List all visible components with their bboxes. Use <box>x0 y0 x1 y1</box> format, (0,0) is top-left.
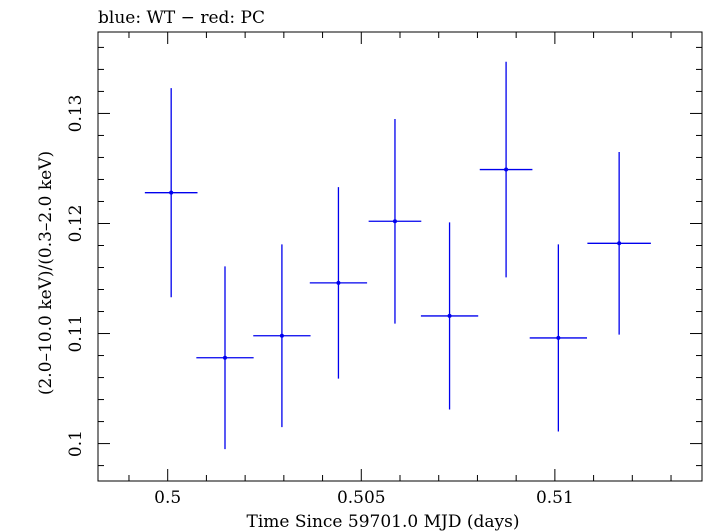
point-marker <box>222 355 227 360</box>
point-marker <box>336 280 341 285</box>
plot-frame <box>97 31 703 482</box>
x-tick-label: 0.505 <box>337 488 386 508</box>
x-axis-label: Time Since 59701.0 MJD (days) <box>247 512 520 532</box>
data-point <box>479 61 533 278</box>
y-tick-label: 0.1 <box>66 430 86 457</box>
data-point <box>253 244 311 428</box>
point-marker <box>504 167 509 172</box>
chart-title: blue: WT − red: PC <box>98 8 265 28</box>
y-tick-label: 0.11 <box>66 315 86 353</box>
point-marker <box>392 219 397 224</box>
data-point <box>529 244 588 432</box>
x-tick-label: 0.5 <box>154 488 181 508</box>
data-point <box>196 266 254 450</box>
point-marker <box>447 313 452 318</box>
data-point <box>368 118 422 324</box>
data-point <box>420 222 479 410</box>
x-tick-label: 0.51 <box>536 488 574 508</box>
data-point <box>144 88 198 298</box>
point-marker <box>279 333 284 338</box>
y-tick-label: 0.13 <box>66 95 86 133</box>
point-marker <box>169 190 174 195</box>
point-marker <box>556 335 561 340</box>
data-point <box>587 151 651 335</box>
y-tick-label: 0.12 <box>66 205 86 243</box>
data-point <box>309 187 368 379</box>
point-marker <box>617 241 622 246</box>
y-axis-label: (2.0–10.0 keV)/(0.3–2.0 keV) <box>36 151 56 395</box>
